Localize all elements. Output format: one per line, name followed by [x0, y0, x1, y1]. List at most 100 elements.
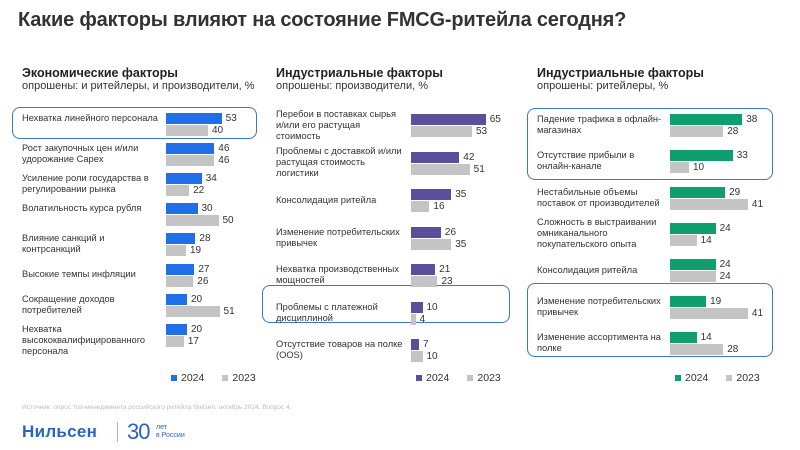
- value-label: 14: [700, 331, 712, 343]
- legend-label-2024: 2024: [685, 372, 709, 384]
- value-label: 24: [719, 259, 731, 271]
- value-label: 22: [193, 185, 205, 197]
- bar-2023: [411, 126, 472, 137]
- bar-2024: [411, 189, 452, 200]
- legend-swatch-2024: [675, 375, 681, 381]
- category-label: Консолидация ритейла: [276, 194, 377, 205]
- category-label: Высокие темпы инфляции: [22, 269, 136, 279]
- value-label: 51: [473, 163, 485, 175]
- bar-2024: [670, 295, 707, 307]
- bar-2023: [670, 234, 697, 246]
- value-label: 17: [187, 335, 199, 347]
- bar-2024: [670, 114, 743, 125]
- legend-label-2024: 2024: [426, 372, 450, 384]
- category-label: Изменение потребительских привычек: [537, 295, 661, 317]
- category-label: Отсутствие товаров на полке (OOS): [276, 339, 403, 360]
- category-label: Отсутствие прибыли в онлайн-канале: [537, 150, 635, 172]
- bar-2023: [166, 335, 184, 347]
- bar-2023: [670, 271, 716, 283]
- value-label: 46: [218, 143, 230, 155]
- bar-2023: [411, 163, 470, 175]
- value-label: 28: [199, 233, 211, 245]
- bar-2023: [411, 351, 423, 362]
- bar-2023: [166, 275, 194, 287]
- bar-2024: [670, 150, 733, 162]
- highlight-frame-2: [527, 283, 773, 357]
- category-label: Влияние санкций и контрсанкций: [22, 233, 105, 255]
- highlight-frame-1: [262, 285, 510, 323]
- legend-swatch-2023: [726, 375, 733, 381]
- bar-2024: [166, 143, 215, 155]
- logo-divider: [117, 422, 118, 442]
- value-label: 10: [426, 301, 438, 313]
- bar-2023: [411, 276, 438, 287]
- bar-2023: [670, 198, 748, 210]
- category-label: Нехватка производственных мощностей: [276, 264, 399, 285]
- panel-subtitle: опрошены: ритейлеры, %: [537, 80, 669, 92]
- value-label: 65: [489, 114, 501, 125]
- bar-2024: [670, 186, 726, 198]
- panel-title: Индустриальные факторы: [276, 66, 443, 80]
- value-label: 35: [455, 189, 467, 200]
- value-label: 42: [463, 151, 475, 163]
- bar-2023: [166, 305, 220, 317]
- bar-2023: [166, 125, 208, 136]
- value-label: 14: [700, 234, 712, 246]
- value-label: 46: [218, 155, 230, 167]
- category-label: Нестабильные объемы поставок от производ…: [537, 186, 660, 208]
- value-label: 4: [419, 313, 426, 325]
- value-label: 26: [444, 226, 457, 238]
- bar-2024: [411, 114, 486, 125]
- bar-2023: [411, 238, 452, 250]
- bar-2024: [670, 222, 716, 234]
- legend-label-2023: 2023: [232, 372, 256, 384]
- bar-2023: [670, 307, 748, 319]
- value-label: 41: [751, 307, 764, 319]
- bar-2024: [670, 331, 697, 343]
- category-label: Перебои в поставках сырья и/или его раст…: [276, 108, 397, 141]
- value-label: 53: [475, 126, 488, 137]
- bar-2023: [670, 343, 724, 355]
- bar-2023: [166, 185, 190, 197]
- value-label: 29: [729, 186, 741, 198]
- bar-2023: [411, 201, 430, 212]
- value-label: 40: [212, 125, 224, 136]
- bar-2023: [166, 215, 219, 227]
- bar-2024: [166, 323, 187, 335]
- bar-2024: [166, 293, 187, 305]
- bar-2024: [411, 301, 423, 313]
- bar-2024: [411, 151, 460, 163]
- bar-2023: [411, 313, 416, 325]
- brand-tagline-2: в России: [156, 432, 185, 439]
- value-label: 53: [225, 113, 237, 124]
- bar-2023: [670, 162, 689, 174]
- value-label: 35: [455, 238, 467, 250]
- value-label: 27: [198, 263, 210, 275]
- panel-title: Экономические факторы: [22, 66, 178, 80]
- value-label: 16: [433, 201, 445, 212]
- panel-subtitle: опрошены: и ритейлеры, и производители, …: [22, 80, 255, 92]
- value-label: 20: [191, 323, 203, 335]
- panel-title: Индустриальные факторы: [537, 66, 704, 80]
- brand-tagline-1: лет: [156, 424, 167, 431]
- bar-2024: [411, 339, 420, 350]
- value-label: 30: [201, 203, 213, 215]
- bar-2024: [166, 113, 222, 124]
- value-label: 19: [189, 245, 202, 257]
- category-label: Усиление роли государства в регулировани…: [22, 173, 149, 195]
- category-label: Нехватка высококвалифицированного персон…: [22, 323, 146, 356]
- legend-label-2023: 2023: [477, 372, 501, 384]
- category-label: Сложность в выстраивании омниканального …: [537, 217, 657, 250]
- category-label: Проблемы с доставкой и/или растущая стои…: [276, 146, 402, 178]
- page-title: Какие факторы влияют на состояние FMCG-р…: [18, 9, 627, 31]
- value-label: 34: [205, 173, 217, 185]
- value-label: 24: [719, 271, 731, 283]
- legend-swatch-2023: [222, 375, 229, 381]
- value-label: 24: [719, 222, 731, 234]
- legend-swatch-2024: [416, 375, 422, 381]
- value-label: 50: [222, 215, 234, 227]
- legend-label-2024: 2024: [181, 372, 205, 384]
- value-label: 10: [426, 351, 438, 362]
- legend: 2024 2023: [675, 372, 760, 384]
- value-label: 21: [439, 264, 451, 275]
